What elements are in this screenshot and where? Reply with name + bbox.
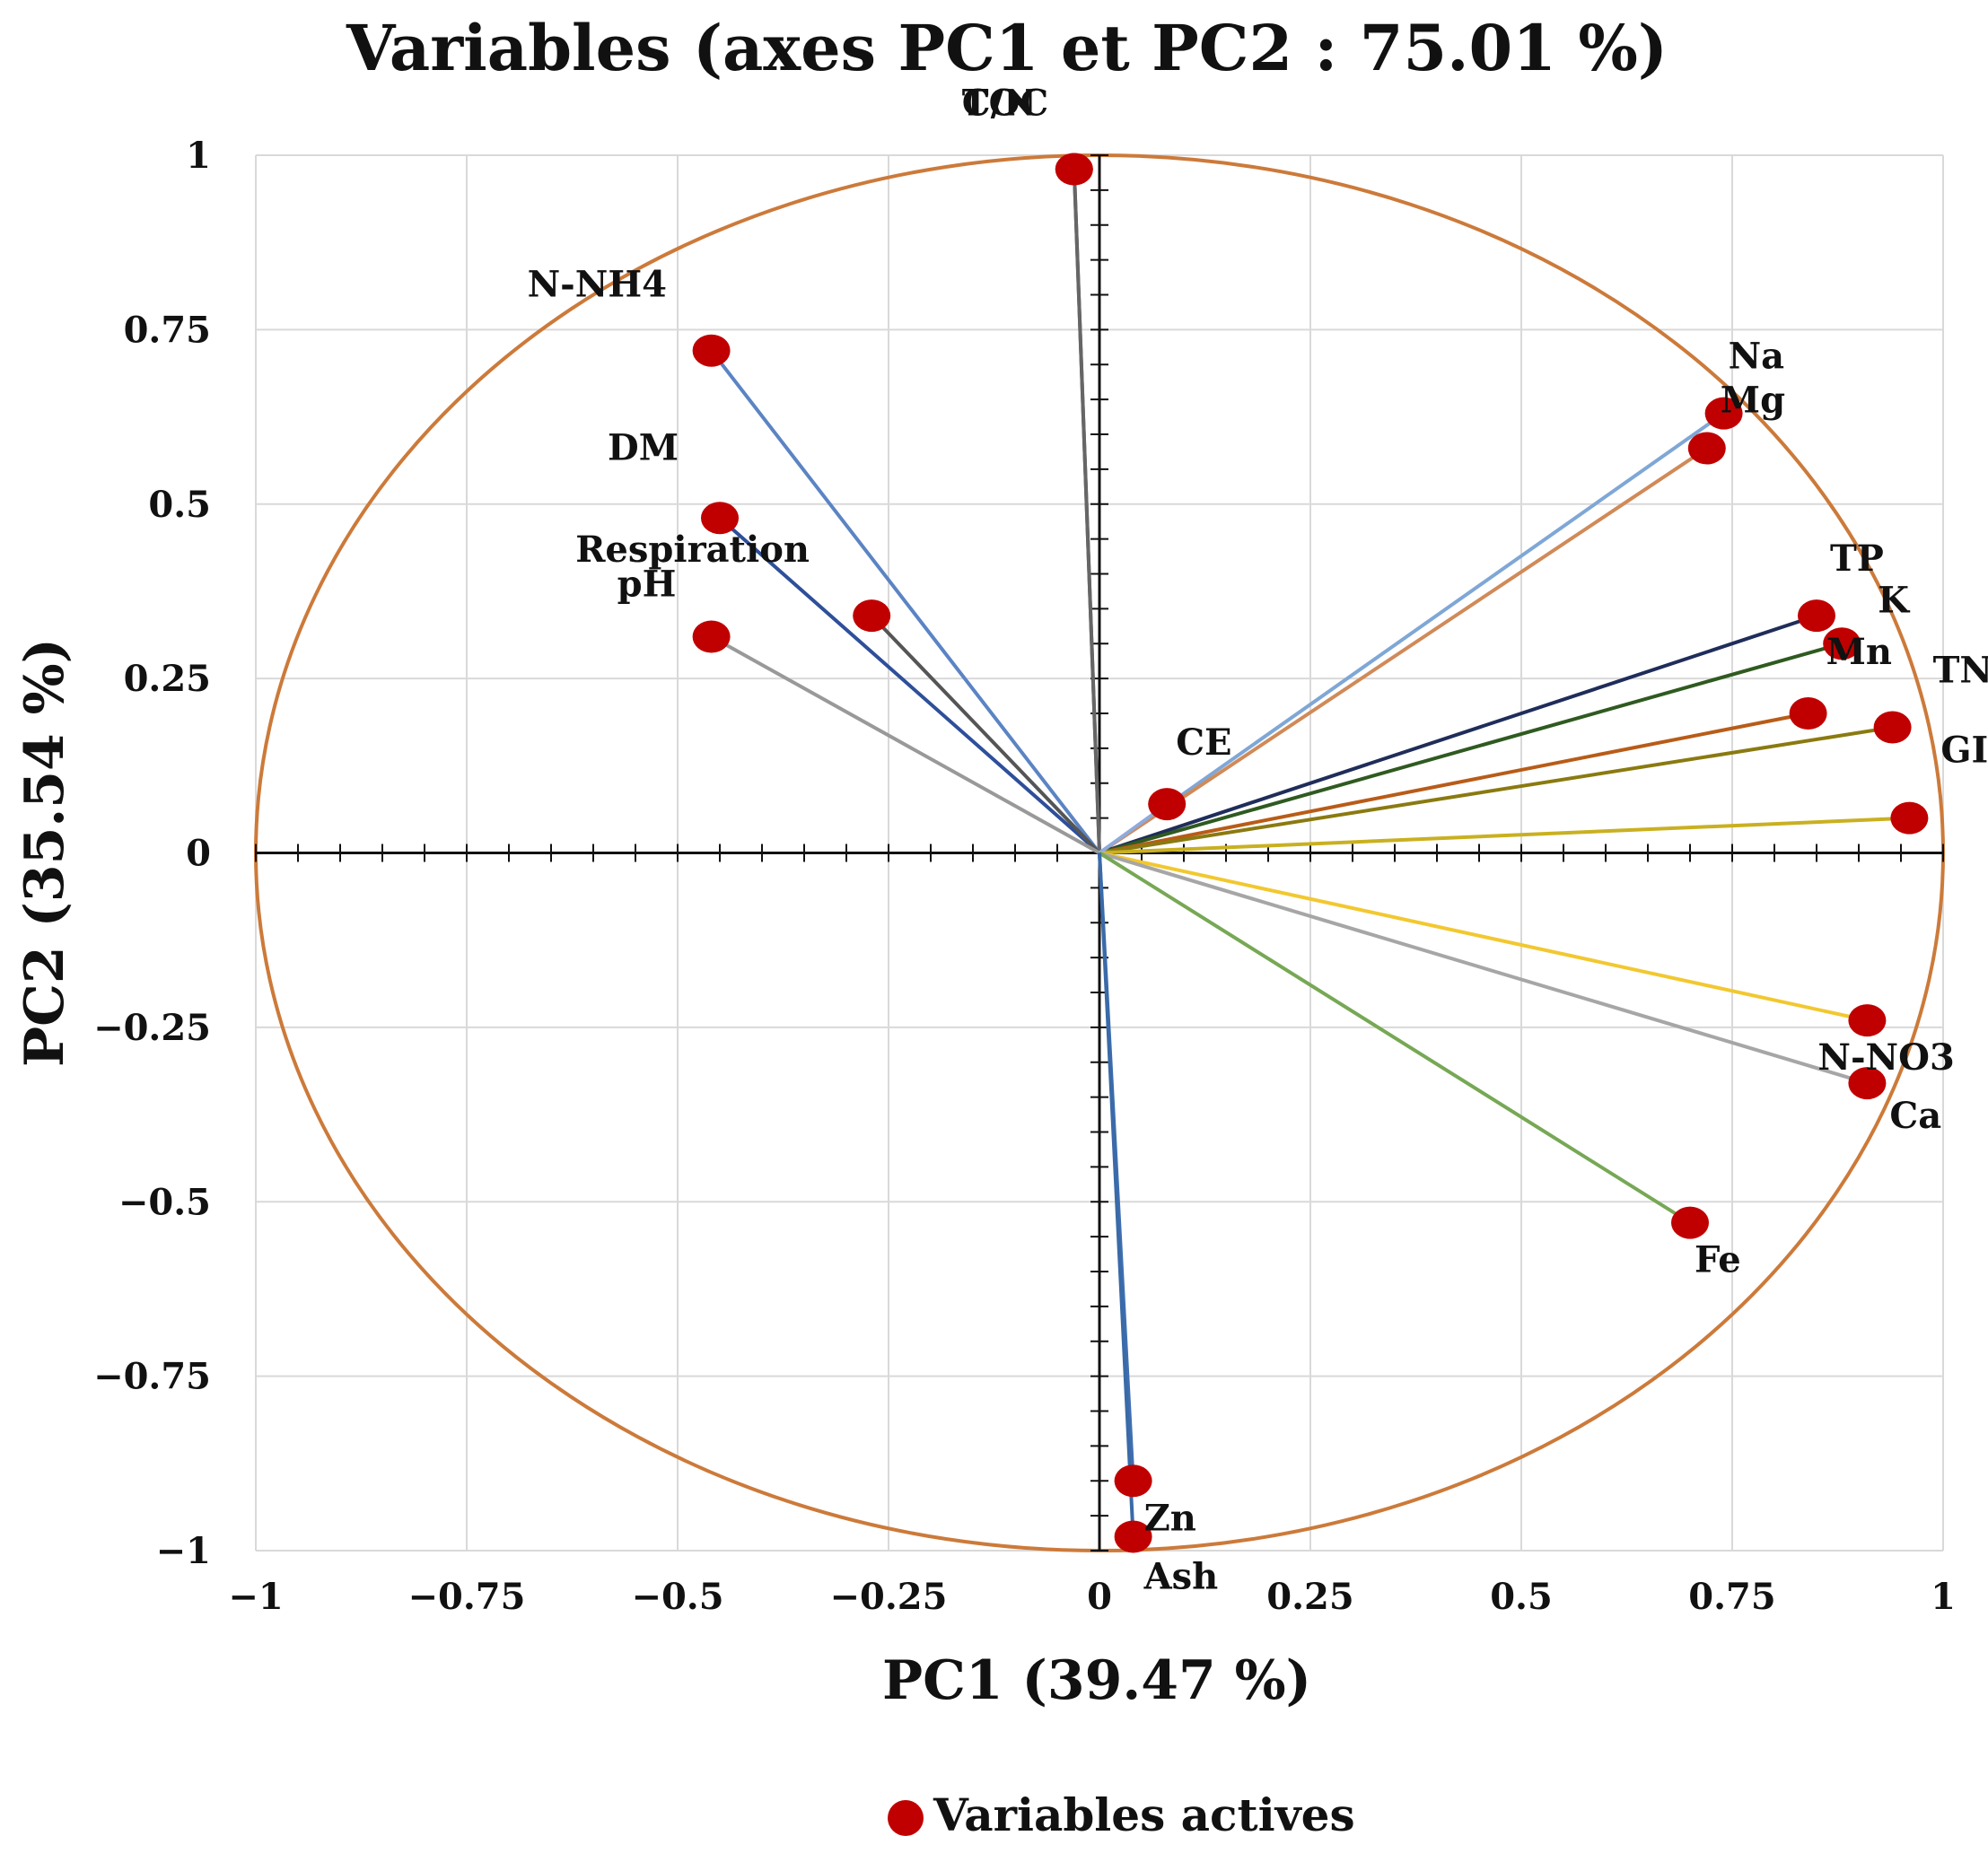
- vector-tp: [1099, 614, 1817, 855]
- point-tp: [1798, 599, 1835, 633]
- label-n-no3: N-NO3: [1817, 1036, 1954, 1079]
- point-ca: [1848, 1067, 1887, 1100]
- vector-ph: [710, 634, 1100, 855]
- x-tick-label: 0.25: [1266, 1576, 1353, 1618]
- label-dm: DM: [608, 426, 679, 468]
- label-na: Na: [1729, 336, 1784, 378]
- x-tick-label: 0: [1087, 1576, 1112, 1618]
- point-ce: [1148, 788, 1187, 821]
- y-tick-label: 0.75: [124, 309, 211, 351]
- label-fe: Fe: [1695, 1239, 1741, 1281]
- vector-mn: [1099, 712, 1808, 855]
- legend-marker: [888, 1800, 924, 1836]
- y-tick-label: −0.75: [93, 1356, 211, 1398]
- vector-gi: [1099, 816, 1910, 855]
- points: [692, 153, 1929, 1553]
- label-gi: GI: [1940, 730, 1988, 772]
- x-axis-title: PC1 (39.47 %): [882, 1649, 1311, 1712]
- point-k: [1823, 627, 1861, 660]
- x-tick-label: −0.75: [408, 1576, 526, 1618]
- point-tn: [1873, 711, 1912, 744]
- vector-tn: [1099, 725, 1893, 855]
- x-tick-label: 1: [1931, 1576, 1956, 1618]
- y-axis-title: PC2 (35.54 %): [13, 638, 76, 1067]
- point-c-n: [1055, 153, 1093, 186]
- point-mn: [1789, 697, 1827, 730]
- label-ca: Ca: [1889, 1095, 1941, 1137]
- vector-respiration: [870, 614, 1101, 854]
- label-n-nh4: N-NH4: [528, 264, 667, 306]
- point-mg: [1687, 432, 1726, 465]
- y-tick-label: 0.25: [124, 658, 211, 700]
- point-ph: [692, 620, 731, 653]
- point-zn: [1114, 1464, 1152, 1498]
- vector-c-n: [1072, 169, 1101, 853]
- legend-label: Variables actives: [933, 1788, 1355, 1841]
- label-ash: Ash: [1143, 1555, 1219, 1597]
- point-gi: [1890, 801, 1929, 835]
- x-tick-label: 0.75: [1688, 1576, 1775, 1618]
- legend: Variables actives: [888, 1788, 1355, 1841]
- point-n-nh4: [692, 334, 731, 367]
- label-toc: TOC: [962, 83, 1048, 125]
- point-na: [1704, 397, 1743, 430]
- label-tp: TP: [1830, 538, 1884, 580]
- vector-fe: [1098, 851, 1692, 1225]
- label-respiration: Respiration: [575, 529, 810, 571]
- point-dm: [701, 502, 739, 535]
- label-ce: CE: [1176, 721, 1231, 764]
- chart-title: Variables (axes PC1 et PC2 : 75.01 %): [346, 11, 1668, 85]
- vector-mg: [1098, 446, 1708, 855]
- y-tick-label: 0.5: [148, 484, 211, 526]
- label-ph: pH: [617, 563, 677, 605]
- vectors: [710, 169, 1910, 1537]
- vector-n-no3: [1099, 851, 1868, 1023]
- label-tn: TN: [1933, 650, 1988, 692]
- x-tick-label: −0.5: [631, 1576, 723, 1618]
- x-tick-label: 0.5: [1490, 1576, 1553, 1618]
- vector-ash: [1098, 852, 1135, 1537]
- point-fe: [1671, 1206, 1709, 1239]
- label-mn: Mn: [1826, 631, 1892, 673]
- vector-ca: [1099, 851, 1868, 1085]
- y-tick-label: −0.25: [93, 1007, 211, 1049]
- x-tick-label: −0.25: [830, 1576, 948, 1618]
- label-mg: Mg: [1721, 380, 1785, 422]
- y-tick-label: 0: [186, 833, 211, 875]
- label-zn: Zn: [1144, 1497, 1196, 1539]
- y-tick-label: −0.5: [118, 1181, 211, 1223]
- y-tick-label: 1: [186, 135, 211, 177]
- tick-labels: −1 −0.75 −0.5 −0.25 0 0.25 0.5 0.75 1 −1 −0.75 −0.5…: [93, 135, 1956, 1618]
- point-n-no3: [1848, 1004, 1887, 1037]
- label-c-n: C/N: [962, 83, 1037, 125]
- point-respiration: [853, 599, 891, 633]
- x-tick-label: −1: [228, 1576, 283, 1618]
- vector-dm: [718, 516, 1101, 854]
- label-k: K: [1878, 579, 1910, 621]
- y-tick-label: −1: [156, 1530, 211, 1572]
- vector-na: [1098, 412, 1725, 855]
- vector-k: [1099, 642, 1843, 855]
- vector-n-nh4: [710, 349, 1101, 854]
- point-ash: [1114, 1520, 1152, 1553]
